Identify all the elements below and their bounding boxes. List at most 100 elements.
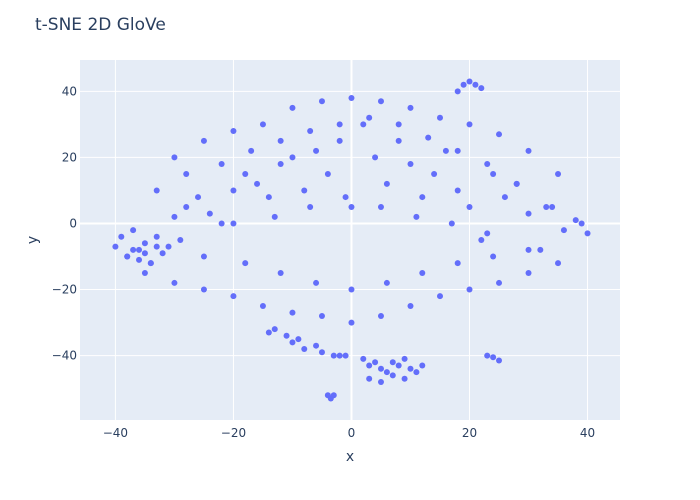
scatter-point — [360, 355, 367, 362]
x-tick-label: −40 — [103, 426, 128, 440]
scatter-point — [318, 349, 325, 356]
scatter-point — [377, 98, 384, 105]
scatter-point — [183, 203, 190, 210]
scatter-point — [200, 286, 207, 293]
scatter-point — [496, 131, 503, 138]
scatter-point — [159, 250, 166, 257]
scatter-point — [277, 270, 284, 277]
scatter-point — [200, 137, 207, 144]
scatter-point — [389, 372, 396, 379]
scatter-point — [242, 260, 249, 267]
scatter-point — [141, 240, 148, 247]
scatter-point — [118, 233, 125, 240]
scatter-point — [525, 210, 532, 217]
scatter-point — [555, 260, 562, 267]
scatter-point — [560, 227, 567, 234]
x-tick-label: 20 — [462, 426, 477, 440]
tick-labels: −40 −20 0 20 40 −40 −20 0 20 40 — [52, 84, 596, 440]
scatter-point — [437, 293, 443, 300]
scatter-point — [377, 379, 384, 386]
scatter-point — [171, 279, 178, 286]
scatter-point — [277, 137, 284, 144]
scatter-point — [153, 233, 160, 240]
scatter-point — [537, 246, 544, 253]
scatter-point — [496, 279, 503, 286]
y-tick-label: 40 — [62, 84, 77, 98]
scatter-point — [342, 194, 349, 201]
scatter-point — [490, 253, 497, 260]
scatter-point — [466, 78, 473, 85]
scatter-point — [413, 213, 420, 220]
y-tick-label: −40 — [52, 349, 77, 363]
scatter-point — [501, 194, 508, 201]
scatter-point — [313, 342, 320, 349]
scatter-point — [348, 319, 355, 326]
scatter-point — [230, 220, 237, 227]
scatter-point — [419, 270, 426, 277]
scatter-point — [313, 147, 320, 154]
scatter-point — [513, 180, 520, 187]
scatter-point — [437, 114, 443, 121]
scatter-point — [413, 369, 420, 376]
scatter-point — [136, 246, 143, 253]
scatter-point — [395, 121, 402, 128]
scatter-point — [130, 227, 137, 234]
scatter-point — [348, 94, 355, 101]
scatter-point — [454, 88, 461, 95]
scatter-point — [259, 121, 266, 128]
scatter-point — [171, 154, 178, 161]
scatter-point — [153, 187, 160, 194]
scatter-point — [377, 365, 384, 372]
scatter-point — [307, 203, 314, 210]
scatter-point — [313, 279, 320, 286]
scatter-point — [466, 286, 473, 293]
y-axis-title: y — [25, 236, 41, 244]
scatter-point — [130, 246, 137, 253]
scatter-point — [383, 279, 390, 286]
scatter-point — [177, 237, 184, 243]
scatter-point — [200, 253, 207, 260]
x-tick-label: 40 — [580, 426, 595, 440]
scatter-point — [348, 203, 355, 210]
scatter-point — [366, 114, 373, 121]
scatter-point — [141, 270, 148, 277]
scatter-point — [289, 104, 296, 111]
scatter-point — [377, 203, 384, 210]
scatter-point — [372, 359, 379, 366]
scatter-point — [466, 203, 473, 210]
scatter-point — [171, 213, 178, 220]
scatter-point — [407, 104, 414, 111]
scatter-point — [165, 243, 172, 250]
scatter-point — [525, 270, 532, 277]
scatter-point — [301, 345, 308, 352]
scatter-point — [218, 161, 225, 168]
y-tick-label: 0 — [69, 216, 77, 230]
scatter-point — [478, 237, 485, 243]
scatter-point — [543, 203, 550, 210]
scatter-point — [324, 170, 331, 177]
scatter-point — [318, 312, 325, 319]
scatter-point — [460, 81, 467, 88]
scatter-point — [572, 217, 579, 224]
scatter-point — [466, 121, 473, 128]
scatter-point — [454, 147, 461, 154]
scatter-point — [254, 180, 261, 187]
scatter-point — [484, 161, 491, 168]
scatter-point — [496, 357, 503, 364]
scatter-point — [442, 147, 449, 154]
scatter-point — [295, 336, 302, 343]
scatter-point — [230, 128, 237, 135]
scatter-point — [472, 81, 479, 88]
scatter-point — [318, 98, 325, 105]
scatter-point — [425, 134, 432, 141]
scatter-point — [525, 147, 532, 154]
y-tick-label: −20 — [52, 283, 77, 297]
scatter-point — [366, 362, 373, 369]
scatter-point — [383, 180, 390, 187]
scatter-point — [248, 147, 255, 154]
scatter-point — [383, 369, 390, 376]
scatter-point — [265, 194, 272, 201]
scatter-point — [490, 354, 497, 361]
x-axis-title: x — [346, 449, 354, 465]
grid-lines — [80, 60, 620, 420]
